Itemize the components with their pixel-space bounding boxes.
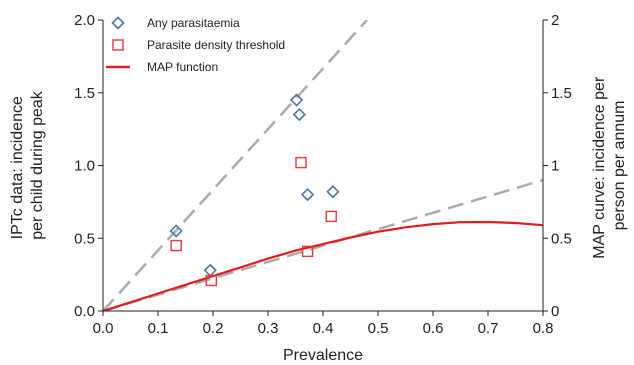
right-y-tick-label: 0.5 [551, 230, 572, 247]
parasite-density-threshold-point-2 [205, 274, 218, 287]
legend-label-map-function: MAP function [147, 60, 218, 74]
legend-label-parasite-density-threshold: Parasite density threshold [147, 38, 285, 52]
left-y-tick-label: 0.0 [74, 303, 95, 320]
legend-label-any-parasitaemia: Any parasitaemia [147, 16, 240, 30]
left-y-tick-label: 1.0 [74, 158, 95, 175]
left-y-tick-label: 2.0 [74, 12, 95, 29]
any-parasitaemia-point-6 [326, 185, 340, 199]
right-y-tick-label: 1 [551, 158, 559, 175]
legend: Any parasitaemia Parasite density thresh… [106, 16, 285, 74]
left-y-axis-title-line-1: IPTc data: incidence [9, 96, 26, 239]
any-parasitaemia-point-1 [169, 224, 183, 238]
left-y-tick-label: 0.5 [74, 230, 95, 247]
series-lines [103, 220, 543, 311]
x-tick-label: 0.2 [203, 320, 224, 337]
x-tick-label: 0.0 [93, 320, 114, 337]
x-tick-label: 0.7 [478, 320, 499, 337]
x-tick-label: 0.8 [533, 320, 554, 337]
legend-marker [111, 16, 125, 30]
right-y-axis-title: MAP curve: incidence per person per annu… [591, 72, 628, 258]
ticks: 0.0 0.1 0.2 0.3 0.4 0.5 0.6 0.7 0.8 0.0 0.5 1.0 1.5 2… [74, 12, 572, 337]
parasite-density-threshold-point-4 [301, 245, 314, 258]
any-parasitaemia-point-5 [300, 187, 315, 202]
parasite-density-threshold-point-1 [170, 239, 182, 252]
parasite-density-threshold-point-5 [325, 210, 337, 223]
map-function-curve [103, 220, 543, 311]
reference-lines [103, 20, 543, 311]
any-parasitaemia-point-3 [289, 93, 304, 107]
right-y-tick-label: 2 [551, 12, 559, 29]
markers [169, 93, 340, 287]
x-axis-title: Prevalence [283, 347, 363, 364]
legend-swatch-any-parasitaemia [111, 16, 125, 30]
x-tick-label: 0.5 [368, 320, 389, 337]
reference-line-2 [103, 178, 543, 311]
x-tick-label: 0.4 [313, 320, 334, 337]
parasite-density-threshold-point-3 [295, 156, 307, 169]
right-y-axis-title-line-1: MAP curve: incidence per [591, 76, 608, 259]
right-y-tick-label: 0 [551, 303, 559, 320]
any-parasitaemia-point-4 [292, 107, 306, 122]
right-y-axis-title-line-2: person per annum [611, 101, 628, 231]
reference-line-1 [103, 20, 368, 311]
legend-swatch-parasite-density-threshold [112, 39, 124, 51]
x-tick-label: 0.6 [423, 320, 444, 337]
left-y-axis-title-line-2: per child during peak [29, 90, 46, 240]
left-y-tick-label: 1.5 [74, 85, 95, 102]
right-y-tick-label: 1.5 [551, 85, 572, 102]
any-parasitaemia-point-2 [203, 263, 217, 277]
x-tick-label: 0.3 [258, 320, 279, 337]
left-y-axis-title: IPTc data: incidence per child during pe… [9, 90, 46, 240]
legend-marker [112, 39, 124, 51]
x-tick-label: 0.1 [148, 320, 169, 337]
